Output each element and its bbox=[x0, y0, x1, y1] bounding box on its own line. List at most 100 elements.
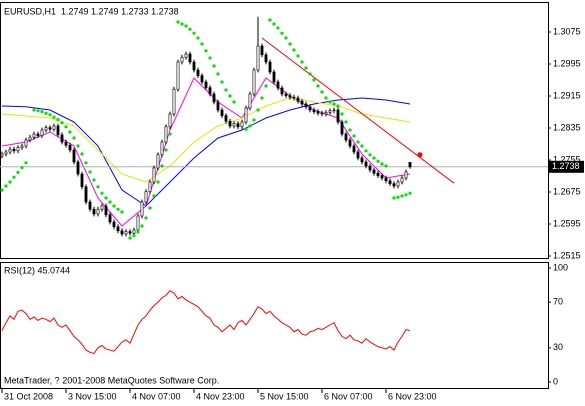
sar-dot bbox=[392, 196, 396, 200]
candle-body bbox=[56, 125, 60, 136]
candle-body bbox=[352, 145, 356, 153]
rsi-line bbox=[1, 290, 411, 355]
sar-dot bbox=[140, 224, 144, 228]
sar-dot bbox=[380, 162, 384, 166]
sar-dot bbox=[312, 78, 316, 82]
x-tick-label: 6 Nov 07:00 bbox=[324, 391, 373, 401]
y-tick-label: 0 bbox=[553, 376, 558, 386]
candle-body bbox=[200, 75, 204, 83]
sar-dot bbox=[184, 24, 188, 28]
candle-body bbox=[212, 93, 216, 103]
y-tick-label: 1.3075 bbox=[553, 26, 581, 36]
sar-dot bbox=[300, 60, 304, 64]
candle-body bbox=[104, 205, 108, 216]
sar-dot bbox=[292, 48, 296, 52]
sar-dot bbox=[108, 200, 112, 204]
sar-dot bbox=[144, 216, 148, 220]
sar-dot bbox=[208, 56, 212, 60]
candle-body bbox=[16, 147, 20, 152]
candle-body bbox=[304, 103, 308, 108]
sar-dot bbox=[304, 66, 308, 70]
candle-body bbox=[204, 81, 208, 88]
main-panel bbox=[0, 2, 549, 259]
y-tick-label: 1.2995 bbox=[553, 58, 581, 68]
candle-body bbox=[372, 169, 376, 174]
candle-body bbox=[176, 61, 180, 90]
x-tick-label: 6 Nov 23:00 bbox=[388, 391, 437, 401]
candle-body bbox=[148, 181, 152, 192]
candle-body bbox=[72, 149, 76, 163]
sar-dot bbox=[248, 124, 252, 128]
candle-body bbox=[124, 231, 128, 235]
sar-dot bbox=[120, 210, 124, 214]
candle-body bbox=[404, 171, 408, 179]
sar-dot bbox=[260, 96, 264, 100]
x-tick-label: 4 Nov 23:00 bbox=[196, 391, 245, 401]
sar-dot bbox=[296, 54, 300, 58]
candle-body bbox=[152, 167, 156, 183]
candle-body bbox=[312, 109, 316, 112]
trendline bbox=[261, 37, 455, 184]
candle-body bbox=[60, 134, 64, 143]
candle-body bbox=[324, 112, 328, 115]
candle-body bbox=[392, 183, 396, 187]
sar-dot bbox=[376, 159, 380, 163]
sar-dot bbox=[196, 36, 200, 40]
sar-dot bbox=[364, 149, 368, 153]
sar-dot bbox=[44, 111, 48, 115]
candle-body bbox=[88, 201, 92, 210]
candle-body bbox=[360, 157, 364, 163]
candle-body bbox=[112, 221, 116, 228]
candle-body bbox=[216, 101, 220, 111]
candle-body bbox=[220, 109, 224, 116]
sar-dot bbox=[308, 72, 312, 76]
y-tick-label: 70 bbox=[553, 297, 563, 307]
sar-dot bbox=[228, 94, 232, 98]
sar-dot bbox=[320, 90, 324, 94]
sar-dot bbox=[340, 112, 344, 116]
sar-dot bbox=[164, 148, 168, 152]
candle-body bbox=[396, 181, 400, 187]
candle-body bbox=[400, 177, 404, 183]
copyright: MetaTrader, ? 2001-2008 MetaQuotes Softw… bbox=[4, 375, 219, 385]
sar-dot bbox=[372, 156, 376, 160]
sar-dot bbox=[212, 64, 216, 68]
sar-dot bbox=[316, 84, 320, 88]
moving-average bbox=[1, 97, 411, 183]
y-tick-label: 1.2515 bbox=[553, 250, 581, 260]
sar-dot bbox=[12, 175, 16, 179]
sar-dot bbox=[24, 161, 28, 165]
sar-dot bbox=[252, 118, 256, 122]
sar-dot bbox=[96, 185, 100, 189]
candle-body bbox=[272, 71, 276, 83]
candle-body bbox=[84, 186, 88, 203]
candle-body bbox=[248, 93, 252, 109]
last-price-box bbox=[549, 160, 584, 173]
candle-body bbox=[32, 133, 36, 138]
sar-dot bbox=[128, 236, 132, 240]
candle-body bbox=[20, 145, 24, 148]
candle-body bbox=[12, 148, 16, 152]
candle-body bbox=[180, 56, 184, 63]
sar-dot bbox=[52, 115, 56, 119]
candle-body bbox=[36, 133, 40, 136]
candle-body bbox=[8, 148, 12, 153]
candle-body bbox=[308, 106, 312, 111]
sar-dot bbox=[16, 170, 20, 174]
y-tick-label: 1.2675 bbox=[553, 186, 581, 196]
sar-dot bbox=[344, 120, 348, 124]
candle-body bbox=[340, 121, 344, 135]
candle-body bbox=[408, 162, 412, 168]
candle-body bbox=[316, 111, 320, 114]
sar-dot bbox=[280, 31, 284, 35]
x-tick-label: 4 Nov 07:00 bbox=[132, 391, 181, 401]
candle-body bbox=[188, 53, 192, 63]
candle-body bbox=[336, 109, 340, 123]
sar-dot bbox=[72, 136, 76, 140]
y-tick-label: 1.2915 bbox=[553, 90, 581, 100]
candle-body bbox=[196, 69, 200, 76]
sar-dot bbox=[48, 113, 52, 117]
sar-dot bbox=[36, 109, 40, 113]
